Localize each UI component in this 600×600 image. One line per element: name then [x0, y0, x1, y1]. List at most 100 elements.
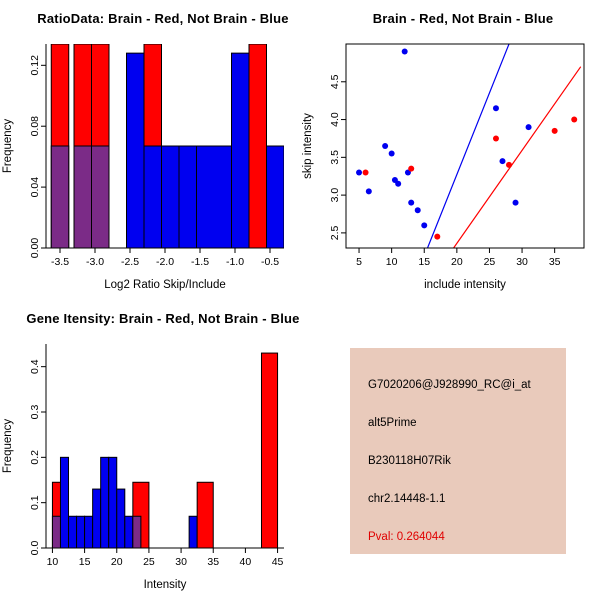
ratio-histogram-svg: -3.5 -3.0 -2.5 -2.0 -1.5 -1.0 -0.5 0.00 0.04 0.08… [2, 44, 284, 291]
x-tick-label: 35 [549, 256, 561, 268]
blue-histogram-bar [196, 145, 232, 248]
blue-data-point [365, 188, 372, 195]
info-chromosome-location: chr2.14448-1.1 [368, 493, 446, 505]
info-gene-symbol: B230118H07Rik [368, 455, 451, 467]
axis-labels: 10 15 20 25 30 35 40 45 0.0 0.1 0.2 0.3 0.4 Intensity… [2, 359, 284, 591]
blue-data-point [525, 124, 532, 131]
blue-histogram-bar [84, 515, 94, 548]
y-tick-label: 0.08 [29, 116, 41, 137]
blue-data-point [356, 169, 363, 176]
blue-histogram-bar [161, 145, 180, 248]
purple-histogram-bar [91, 145, 110, 248]
red-data-point [408, 165, 415, 172]
y-tick-label: 0.00 [29, 238, 41, 259]
blue-histogram-bar [231, 52, 250, 248]
panel-gene-intensity-histogram: Gene Itensity: Brain - Red, Not Brain - … [0, 300, 300, 600]
x-tick-label: 15 [79, 556, 91, 568]
intensity-scatter-chart: 5 10 15 20 25 30 35 2.5 3.0 3.5 4.0 4.5 include inte… [300, 36, 600, 294]
blue-histogram-bar [143, 145, 162, 248]
blue-histogram-bar [92, 488, 102, 548]
x-tick-label: 20 [451, 256, 463, 268]
plot-region [50, 44, 284, 248]
info-pval: Pval: 0.264044 [368, 531, 445, 543]
info-splice-type: alt5Prime [368, 417, 417, 429]
red-histogram-bar [260, 352, 279, 548]
red-data-point [492, 135, 499, 142]
axis-labels: -3.5 -3.0 -2.5 -2.0 -1.5 -1.0 -0.5 0.00 0.04 0.08… [2, 55, 279, 291]
y-axis-title: Frequency [2, 119, 14, 174]
x-tick-label: 10 [47, 556, 59, 568]
x-tick-label: -0.5 [261, 256, 279, 268]
blue-histogram-bar [68, 515, 78, 548]
blue-data-point [382, 143, 389, 149]
y-tick-label: 0.4 [29, 359, 41, 374]
x-axis-title: include intensity [424, 279, 506, 291]
y-tick-label: 3.0 [329, 188, 341, 203]
y-axis-title: Frequency [2, 419, 14, 474]
x-tick-label: -1.5 [191, 256, 209, 268]
blue-histogram-bar [188, 515, 198, 548]
axes [341, 43, 585, 253]
y-axis-title: skip intensity [302, 113, 314, 179]
blue-histogram-bar [178, 145, 197, 248]
blue-data-point [421, 222, 428, 229]
x-tick-label: 20 [111, 556, 123, 568]
blue-histogram-bar [266, 145, 284, 248]
y-tick-label: 0.04 [29, 177, 41, 198]
blue-histogram-bar [100, 456, 110, 548]
gene-intensity-histogram-title: Gene Itensity: Brain - Red, Not Brain - … [26, 310, 300, 326]
x-tick-label: 15 [418, 256, 430, 268]
series-not-brain [356, 48, 532, 229]
blue-data-point [512, 199, 519, 206]
blue-histogram-bar [124, 515, 134, 548]
plot-region [51, 352, 279, 548]
y-tick-label: 4.5 [329, 74, 341, 89]
panel-gene-info: G7020206@J928990_RC@i_at alt5Prime B2301… [300, 300, 600, 600]
ratio-histogram-title: RatioData: Brain - Red, Not Brain - Blue [37, 10, 289, 26]
x-tick-label: 35 [207, 556, 219, 568]
blue-data-point [401, 48, 408, 55]
x-tick-label: 5 [356, 256, 362, 268]
red-histogram-bar [248, 44, 267, 248]
blue-data-point [499, 158, 506, 165]
gene-info-box: G7020206@J928990_RC@i_at alt5Prime B2301… [350, 348, 566, 554]
panel-ratio-histogram: RatioData: Brain - Red, Not Brain - Blue… [0, 0, 300, 300]
blue-histogram-bar [76, 515, 86, 548]
red-data-point [434, 233, 441, 240]
axes [41, 44, 284, 253]
gene-intensity-histogram-svg: 10 15 20 25 30 35 40 45 0.0 0.1 0.2 0.3 0.4 Intensity… [2, 344, 284, 591]
x-tick-label: -3.0 [86, 256, 104, 268]
y-tick-label: 4.0 [329, 112, 341, 127]
blue-data-point [388, 150, 395, 157]
x-axis-title: Log2 Ratio Skip/Include [104, 279, 225, 291]
x-tick-label: 10 [386, 256, 398, 268]
panel-intensity-scatter: Brain - Red, Not Brain - Blue 5 10 15 20 25 3… [300, 0, 600, 300]
y-tick-label: 0.0 [29, 541, 41, 556]
x-tick-label: 30 [175, 556, 187, 568]
info-probe-id: G7020206@J928990_RC@i_at [368, 379, 531, 391]
x-axis-title: Intensity [144, 579, 187, 591]
red-data-point [551, 127, 558, 134]
blue-data-point [414, 207, 421, 214]
red-data-point [362, 169, 369, 176]
plot-region [356, 44, 582, 248]
blue-histogram-bar [126, 52, 145, 248]
x-tick-label: -2.0 [156, 256, 174, 268]
x-tick-label: -3.5 [51, 256, 69, 268]
blue-histogram-bar [108, 456, 118, 548]
y-tick-label: 0.12 [29, 55, 41, 76]
x-tick-label: -2.5 [121, 256, 139, 268]
ratio-histogram-chart: -3.5 -3.0 -2.5 -2.0 -1.5 -1.0 -0.5 0.00 0.04 0.08… [0, 36, 300, 294]
y-tick-label: 0.3 [29, 405, 41, 420]
purple-histogram-bar [73, 145, 92, 248]
y-tick-label: 3.5 [329, 150, 341, 165]
blue-data-point [408, 199, 415, 206]
axes [41, 344, 284, 553]
x-tick-label: 45 [272, 556, 284, 568]
y-tick-label: 2.5 [329, 225, 341, 240]
purple-histogram-bar [132, 515, 142, 548]
gene-intensity-histogram-chart: 10 15 20 25 30 35 40 45 0.0 0.1 0.2 0.3 0.4 Intensity… [0, 336, 300, 594]
intensity-scatter-title: Brain - Red, Not Brain - Blue [372, 10, 554, 26]
purple-histogram-bar [50, 145, 70, 248]
